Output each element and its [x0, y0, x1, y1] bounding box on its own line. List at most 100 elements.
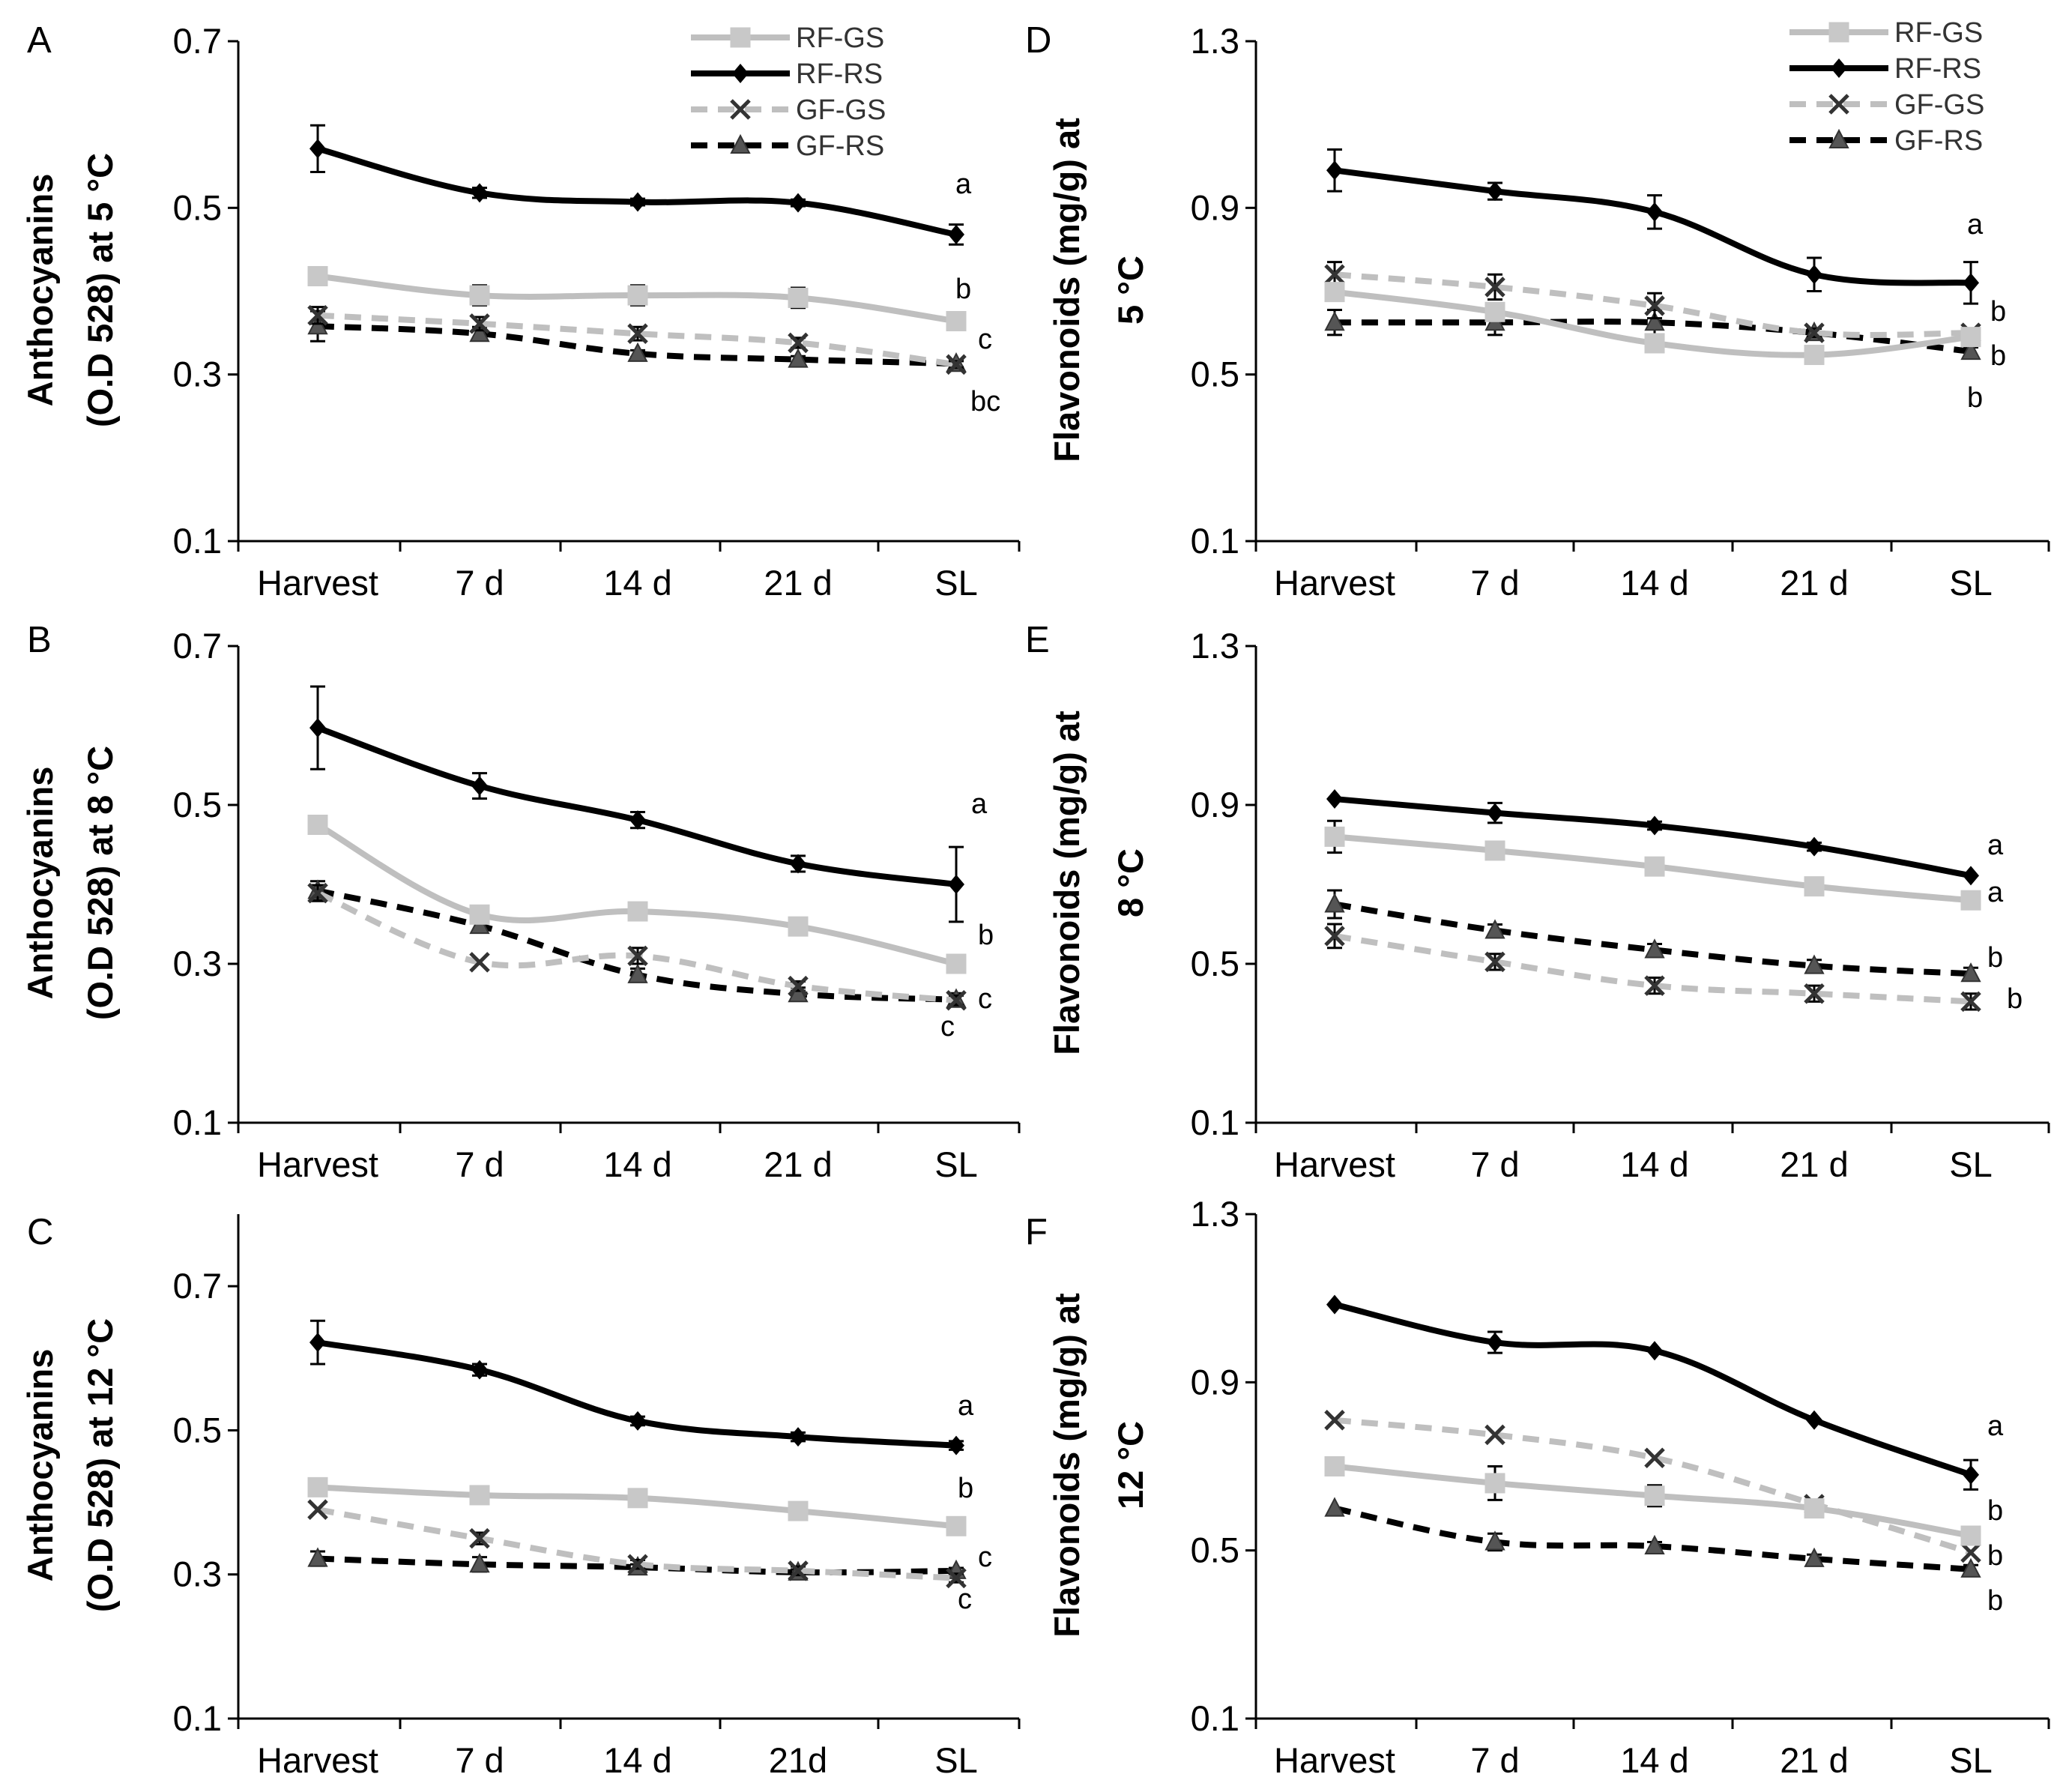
panel-letter: B [27, 620, 52, 660]
data-point [1960, 991, 1981, 1013]
data-point [948, 224, 964, 244]
legend-entry: GF-RS [1789, 125, 1983, 157]
y-tick-label: 0.5 [1191, 944, 1239, 983]
y-tick-label: 0.7 [173, 1266, 222, 1306]
data-point [627, 342, 648, 362]
data-point [471, 183, 488, 203]
series-gf-gs [307, 882, 967, 1011]
significance-letter: b [1990, 340, 2006, 372]
data-point [1960, 1557, 1981, 1578]
data-point [1324, 264, 1345, 286]
series-rf-gs [1324, 282, 1981, 366]
data-point [629, 1411, 646, 1431]
x-tick-label: Harvest [257, 1740, 378, 1780]
legend-marker-triangle [1828, 128, 1849, 148]
data-point [946, 311, 967, 332]
data-point [627, 901, 648, 922]
data-point [629, 192, 646, 212]
y-axis-title-line: Anthocyanins [20, 1349, 60, 1582]
data-point [1963, 273, 1979, 293]
data-point [1484, 919, 1505, 939]
x-tick-label: 7 d [1470, 1144, 1519, 1184]
y-axis-title-line: 5 °C [1111, 256, 1150, 325]
significance-letter: bc [970, 386, 1000, 417]
data-point [946, 1515, 967, 1536]
y-axis-title-line: Flavonoids (mg/g) at [1047, 1293, 1087, 1638]
data-point [469, 1527, 490, 1549]
data-point [471, 1360, 488, 1380]
x-tick-label: 14 d [1620, 563, 1688, 603]
x-tick-label: Harvest [257, 1144, 378, 1184]
x-tick-label: SL [934, 1144, 978, 1184]
series-gf-gs [1324, 1410, 1981, 1563]
data-point [788, 916, 809, 937]
data-point [1644, 1485, 1665, 1506]
series-line [316, 822, 957, 967]
series-line [1334, 1417, 1972, 1556]
data-point [1804, 322, 1825, 343]
y-tick-label: 0.3 [173, 355, 222, 394]
data-point [1487, 803, 1503, 823]
legend-marker-diamond [1831, 58, 1847, 78]
data-point [627, 323, 648, 344]
data-point [1644, 975, 1665, 996]
series-rf-rs [1326, 789, 1979, 886]
y-tick-label: 0.1 [173, 1102, 222, 1142]
y-tick-label: 0.5 [1191, 1530, 1239, 1570]
significance-letter: c [978, 324, 992, 355]
data-point [1804, 954, 1825, 974]
significance-letter: b [1987, 1540, 2003, 1572]
data-point [1963, 866, 1979, 886]
data-point [1484, 951, 1505, 973]
data-point [1644, 1534, 1665, 1555]
y-tick-label: 0.1 [173, 1698, 222, 1738]
data-point [307, 265, 328, 286]
significance-letter: b [1967, 382, 1983, 414]
data-point [1487, 181, 1503, 202]
data-point [469, 285, 490, 306]
data-point [469, 322, 490, 343]
significance-letter: c [978, 983, 992, 1015]
data-point [788, 1560, 809, 1581]
y-axis-title-line: (O.D 528) at 5 °C [80, 153, 120, 427]
y-tick-label: 1.3 [1191, 626, 1239, 666]
data-point [1644, 295, 1665, 316]
panel-letter: D [1025, 20, 1051, 61]
significance-letter: b [955, 274, 971, 305]
legend-label: GF-GS [796, 94, 886, 126]
panel-a: A 0.1 0.3 0.5 0.7 Harvest 7 d 14 d 21 d SL Anthocy… [20, 20, 1021, 603]
significance-letter: a [1987, 830, 2004, 861]
panel-c: C 0.1 0.3 0.5 0.7 Harvest 7 d 14 d 21d SL Anthocya… [20, 1212, 1021, 1780]
legend-label: GF-GS [1894, 89, 1984, 121]
data-point [788, 1500, 809, 1521]
data-point [469, 952, 490, 973]
data-point [627, 945, 648, 967]
series-gf-gs [307, 304, 967, 375]
panel-e: E 0.1 0.5 0.9 1.3 Harvest 7 d 14 d 21 d SL Flavono… [1025, 620, 2050, 1184]
panel-letter: A [27, 20, 52, 61]
data-point [1484, 301, 1505, 322]
legend-entry: GF-GS [1789, 89, 1984, 121]
data-point [1324, 311, 1345, 331]
y-axis-title: Flavonoids (mg/g) at 8 °C [1047, 711, 1150, 1055]
data-point [1644, 1447, 1665, 1469]
series-rf-rs [1326, 148, 1979, 305]
panel-d: D 0.1 0.5 0.9 1.3 Harvest 7 d 14 d 21 d SL Flavono… [1025, 17, 2050, 603]
significance-letter: b [1987, 942, 2003, 974]
y-tick-label: 0.1 [1191, 1102, 1239, 1142]
data-point [946, 989, 967, 1011]
x-tick-label: 21 d [764, 563, 832, 603]
legend-label: RF-RS [1894, 53, 1981, 85]
significance-letter: c [958, 1584, 972, 1615]
data-point [307, 882, 328, 904]
significance-letter: a [958, 1390, 974, 1422]
data-point [1960, 1542, 1981, 1563]
panel-letter: C [27, 1212, 53, 1252]
y-axis-title-line: Anthocyanins [20, 767, 60, 1000]
y-axis-title-line: Flavonoids (mg/g) at [1047, 711, 1087, 1055]
data-point [1804, 345, 1825, 366]
x-tick-label: 7 d [1470, 1740, 1519, 1780]
data-point [1324, 1410, 1345, 1431]
data-point [1963, 1464, 1979, 1485]
data-point [469, 1485, 490, 1506]
